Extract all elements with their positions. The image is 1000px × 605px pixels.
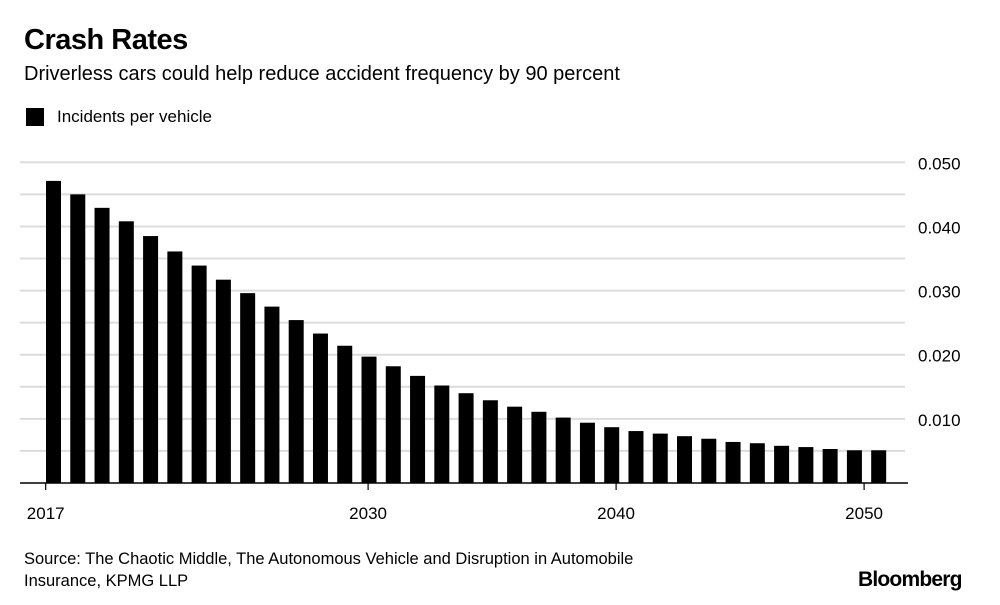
- bar: [482, 400, 498, 483]
- bar: [385, 366, 401, 483]
- bar: [749, 443, 765, 483]
- bar: [798, 447, 814, 483]
- bar: [871, 450, 887, 483]
- legend-swatch: [26, 108, 44, 126]
- bar: [410, 375, 426, 483]
- bar: [215, 279, 231, 483]
- y-tick-label: 0.040: [918, 218, 961, 237]
- bar: [604, 427, 620, 483]
- bar: [628, 431, 644, 483]
- bar: [774, 445, 790, 483]
- bar: [555, 417, 571, 483]
- y-tick-label: 0.030: [918, 283, 961, 302]
- bar: [458, 393, 474, 483]
- bar: [677, 436, 693, 483]
- bar: [725, 441, 741, 483]
- bar: [288, 320, 304, 483]
- legend: Incidents per vehicle: [26, 107, 212, 127]
- x-tick-label: 2050: [845, 504, 883, 523]
- bar: [167, 251, 183, 483]
- bar: [579, 422, 595, 483]
- bar: [507, 406, 523, 483]
- chart-subtitle: Driverless cars could help reduce accide…: [24, 63, 620, 85]
- y-tick-label: 0.050: [918, 154, 961, 173]
- bar: [701, 438, 717, 483]
- source-line-2: Insurance, KPMG LLP: [24, 572, 189, 590]
- bar: [240, 293, 256, 483]
- bar: [191, 265, 207, 483]
- bar: [312, 333, 328, 483]
- bar: [846, 450, 862, 483]
- bar: [652, 433, 668, 483]
- y-tick-label: 0.020: [918, 347, 961, 366]
- bar: [531, 411, 547, 483]
- bar: [118, 221, 134, 483]
- bar: [264, 306, 280, 483]
- bar: [143, 236, 159, 483]
- legend-label: Incidents per vehicle: [57, 107, 212, 126]
- bloomberg-logo: Bloomberg: [858, 568, 962, 591]
- y-tick-label: 0.010: [918, 411, 961, 430]
- bar: [822, 449, 838, 483]
- bar: [94, 207, 110, 483]
- bar: [46, 180, 61, 483]
- source-note: Source: The Chaotic Middle, The Autonomo…: [24, 548, 784, 592]
- bar: [337, 345, 353, 483]
- bar: [434, 385, 450, 483]
- x-tick-label: 2040: [597, 504, 635, 523]
- x-tick-label: 2017: [27, 504, 65, 523]
- bar: [361, 356, 377, 483]
- x-tick-label: 2030: [349, 504, 387, 523]
- bar: [70, 194, 86, 483]
- chart-title: Crash Rates: [24, 24, 188, 56]
- source-line-1: Source: The Chaotic Middle, The Autonomo…: [24, 550, 634, 568]
